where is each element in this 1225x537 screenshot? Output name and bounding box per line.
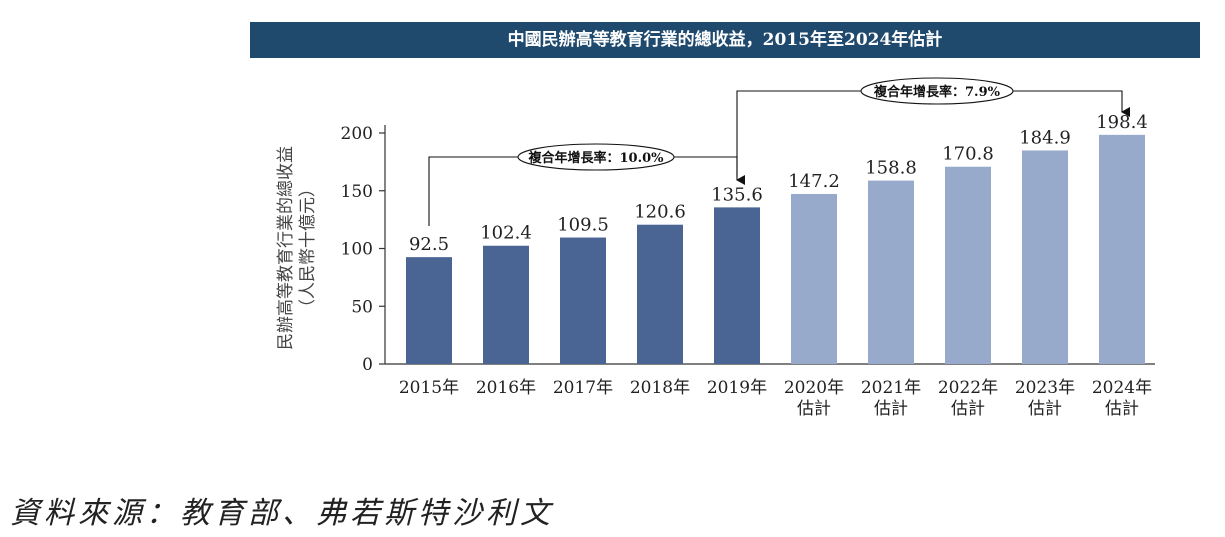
bar	[1022, 150, 1068, 364]
bar	[483, 246, 529, 364]
bar-value-label: 170.8	[942, 144, 994, 165]
bar	[560, 238, 606, 364]
bar-value-label: 184.9	[1019, 127, 1071, 148]
bar-value-label: 147.2	[788, 171, 840, 192]
bar-value-label: 135.6	[711, 184, 763, 205]
x-tick-label: 估計	[951, 399, 985, 419]
bar-value-label: 109.5	[557, 215, 609, 236]
x-tick-label: 2015年	[399, 378, 459, 398]
bar	[1099, 135, 1145, 364]
bar-value-label: 102.4	[480, 223, 532, 244]
y-tick-label: 50	[351, 297, 373, 317]
y-axis-title: 民辦高等教育行業的總收益	[276, 146, 296, 350]
bar-value-label: 198.4	[1096, 112, 1148, 133]
y-tick-label: 0	[362, 355, 373, 375]
bar	[945, 167, 991, 364]
x-tick-label: 估計	[874, 399, 908, 419]
cagr-label: 複合年增長率：10.0%	[527, 150, 664, 166]
y-tick-label: 200	[341, 124, 373, 144]
bar	[868, 181, 914, 364]
bar-value-label: 158.8	[865, 158, 917, 179]
cagr-label: 複合年增長率：7.9%	[873, 84, 1001, 100]
bar	[637, 225, 683, 364]
bar-value-label: 92.5	[409, 234, 449, 255]
y-axis-unit: （人民幣十億元）	[298, 180, 318, 316]
y-tick-label: 100	[341, 240, 373, 260]
x-tick-label: 估計	[797, 399, 831, 419]
bar-value-label: 120.6	[634, 202, 686, 223]
x-tick-label: 估計	[1105, 399, 1139, 419]
bar	[791, 194, 837, 364]
x-tick-label: 2017年	[553, 378, 613, 398]
x-tick-label: 2024年	[1092, 378, 1152, 398]
x-tick-label: 2018年	[630, 378, 690, 398]
bar	[714, 207, 760, 364]
x-tick-label: 2023年	[1015, 378, 1075, 398]
bar	[406, 257, 452, 364]
x-tick-label: 估計	[1028, 399, 1062, 419]
x-tick-label: 2016年	[476, 378, 536, 398]
x-tick-label: 2020年	[784, 378, 844, 398]
x-tick-label: 2019年	[707, 378, 767, 398]
bar-chart: 0 50 100 150 200 民辦高等教育行業的總收益 （人民幣十億元） 92.5 2015…	[0, 0, 1225, 480]
x-tick-label: 2022年	[938, 378, 998, 398]
y-tick-label: 150	[341, 182, 373, 202]
source-note: 資料來源：教育部、弗若斯特沙利文	[10, 488, 554, 532]
x-tick-label: 2021年	[861, 378, 921, 398]
